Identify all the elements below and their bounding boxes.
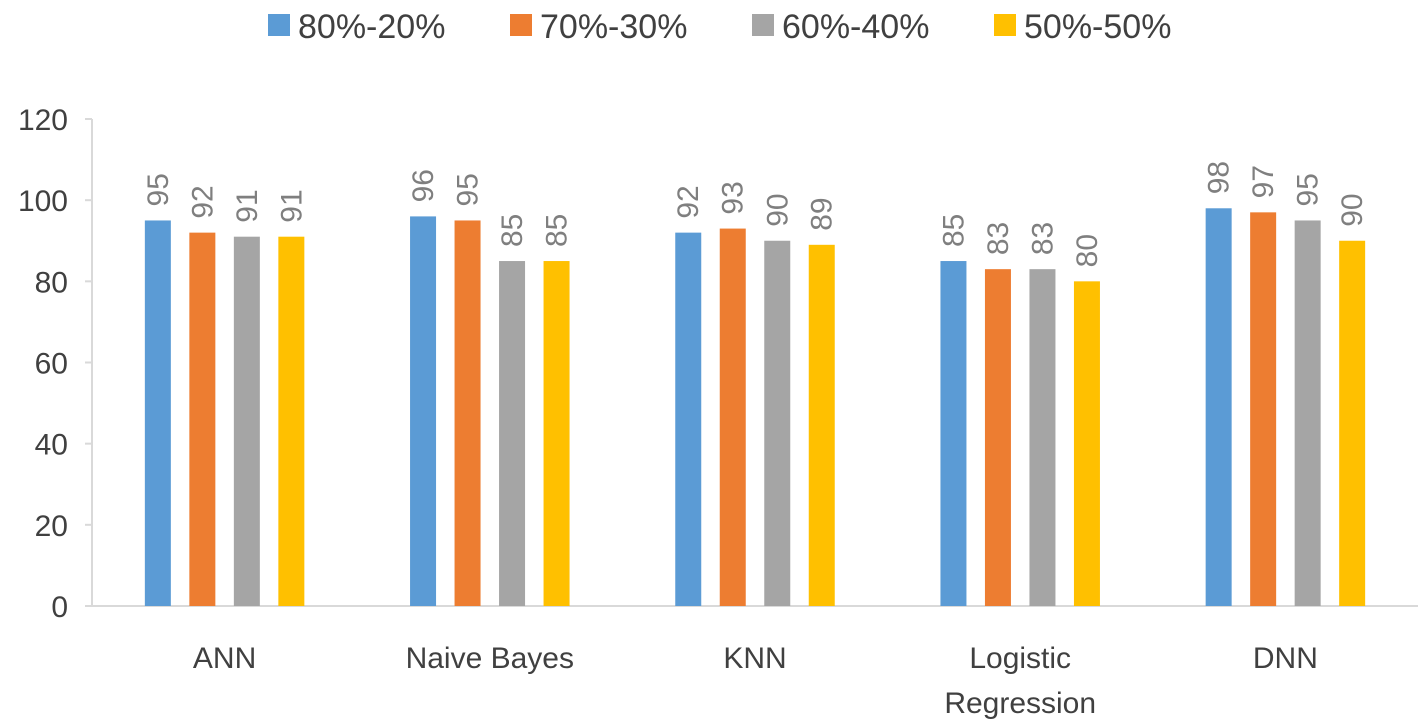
x-category-label: KNN (723, 642, 786, 675)
data-label: 90 (761, 193, 794, 226)
data-label: 90 (1336, 193, 1369, 226)
bar (1294, 220, 1321, 607)
y-tick-label: 0 (51, 591, 68, 624)
bar (1029, 269, 1056, 606)
data-label: 83 (1026, 222, 1059, 255)
data-label: 92 (672, 185, 705, 218)
y-tick-label: 120 (18, 104, 68, 137)
legend-swatch (994, 14, 1016, 36)
data-label: 93 (717, 181, 750, 214)
data-label: 95 (452, 173, 485, 206)
legend-swatch (752, 14, 774, 36)
bar (675, 232, 702, 606)
bar (1205, 208, 1232, 607)
x-category-label-line: Logistic (969, 642, 1071, 675)
x-category-label-line: Regression (944, 687, 1096, 720)
data-label: 96 (407, 169, 440, 202)
bar (1339, 240, 1366, 606)
bar (984, 269, 1011, 606)
bar (410, 216, 437, 606)
data-label: 91 (275, 189, 308, 222)
x-category-label-line: Naive Bayes (406, 642, 574, 675)
bar (454, 220, 481, 607)
x-axis: ANN Naive Bayes KNN Logistic Regression DNN (92, 605, 1418, 720)
x-category-label: ANN (193, 642, 256, 675)
x-category-label: Naive Bayes (406, 642, 574, 675)
x-category-label: Logistic Regression (944, 642, 1096, 720)
data-label: 85 (937, 214, 970, 247)
legend-label: 60%-40% (782, 8, 929, 46)
data-label: 89 (806, 197, 839, 230)
bar (719, 228, 746, 606)
data-label: 95 (142, 173, 175, 206)
bar (808, 244, 835, 606)
data-label: 95 (1292, 173, 1325, 206)
bar (144, 220, 171, 607)
bar (764, 240, 791, 606)
data-label: 83 (982, 222, 1015, 255)
bar (189, 232, 216, 606)
y-tick-label: 40 (35, 429, 68, 462)
data-label: 92 (186, 185, 219, 218)
legend: 80%-20% 70%-30% 60%-40% 50%-50% (268, 8, 1171, 46)
x-category-label-line: KNN (723, 642, 786, 675)
y-tick-label: 80 (35, 266, 68, 299)
legend-label: 70%-30% (540, 8, 687, 46)
y-tick-label: 60 (35, 348, 68, 381)
bar (1250, 212, 1277, 606)
bars (144, 208, 1366, 607)
data-label: 80 (1071, 234, 1104, 267)
legend-swatch (268, 14, 290, 36)
data-label: 85 (541, 214, 574, 247)
data-labels: 95 96 92 85 98 92 95 93 83 97 91 85 90 83 95 91 85 89 80 90 (142, 161, 1369, 267)
bar (543, 261, 570, 606)
legend-label: 80%-20% (298, 8, 445, 46)
data-label: 85 (496, 214, 529, 247)
bar (940, 261, 967, 606)
data-label: 98 (1203, 161, 1236, 194)
y-tick-label: 20 (35, 510, 68, 543)
x-category-label-line: DNN (1253, 642, 1318, 675)
legend-label: 50%-50% (1024, 8, 1171, 46)
y-axis: 0 20 40 60 80 100 120 (18, 104, 93, 624)
bar (499, 261, 526, 606)
bar (1073, 281, 1100, 606)
x-category-label-line: ANN (193, 642, 256, 675)
y-tick-label: 100 (18, 185, 68, 218)
data-label: 97 (1247, 165, 1280, 198)
bar (278, 236, 305, 607)
legend-swatch (510, 14, 532, 36)
x-category-label: DNN (1253, 642, 1318, 675)
bar (233, 236, 260, 607)
data-label: 91 (231, 189, 264, 222)
